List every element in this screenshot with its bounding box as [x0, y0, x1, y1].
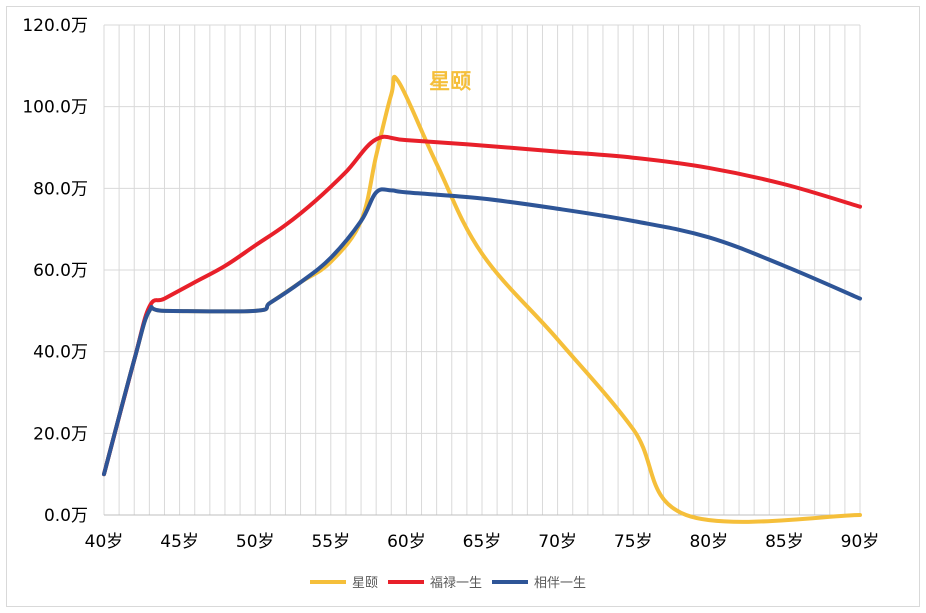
x-axis-labels: 40岁 45岁 50岁 55岁 60岁 65岁 70岁 75岁 80岁 85岁 90岁: [85, 532, 880, 552]
x-tick-label: 85岁: [765, 532, 804, 552]
series-line-3: [102, 187, 862, 477]
x-tick-label: 75岁: [614, 532, 653, 552]
x-tick-label: 45岁: [160, 532, 199, 552]
x-tick-label: 65岁: [463, 532, 502, 552]
x-tick-label: 50岁: [236, 532, 275, 552]
y-tick-label: 120.0万: [22, 16, 88, 36]
legend-label-3: 相伴一生: [534, 576, 586, 591]
y-tick-label: 40.0万: [33, 343, 88, 363]
y-tick-label: 100.0万: [22, 98, 88, 118]
x-tick-label: 80岁: [689, 532, 728, 552]
annotation-label: 星颐: [429, 69, 471, 93]
legend: 星颐 福禄一生 相伴一生: [310, 576, 586, 591]
series-lines: [102, 74, 862, 524]
y-tick-label: 60.0万: [33, 261, 88, 281]
x-tick-label: 60岁: [387, 532, 426, 552]
x-tick-label: 90岁: [841, 532, 880, 552]
y-tick-label: 20.0万: [33, 424, 88, 444]
legend-label-1: 星颐: [352, 576, 378, 591]
series-line-2: [102, 134, 862, 477]
x-tick-label: 70岁: [538, 532, 577, 552]
x-tick-label: 40岁: [85, 532, 124, 552]
legend-label-2: 福禄一生: [430, 576, 482, 591]
y-tick-label: 0.0万: [44, 506, 88, 526]
y-axis-labels: 0.0万 20.0万 40.0万 60.0万 80.0万 100.0万 120.0万: [22, 16, 88, 526]
x-tick-label: 55岁: [311, 532, 350, 552]
gridlines: [103, 24, 861, 516]
annotations: 星颐: [429, 69, 471, 93]
y-tick-label: 80.0万: [33, 179, 88, 199]
